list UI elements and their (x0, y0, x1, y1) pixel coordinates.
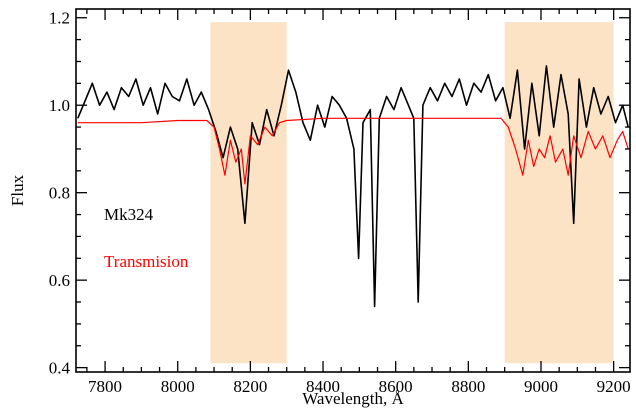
y-tick-label: 1.0 (49, 96, 70, 115)
shaded-regions (210, 22, 614, 364)
series-line-transmision (77, 117, 629, 185)
shaded-region-0 (210, 22, 287, 364)
legend-label-transmision: Transmision (104, 252, 189, 271)
x-tick-label: 9200 (597, 377, 631, 396)
x-tick-label: 8600 (379, 377, 413, 396)
tick-labels: 7800 8000 8200 8400 8600 8800 9000 9200 0.4 0.6 0.… (49, 9, 631, 396)
series-lines (77, 65, 629, 308)
plot-frame (75, 8, 631, 373)
x-tick-label: 7800 (88, 377, 122, 396)
x-tick-label: 8400 (306, 377, 340, 396)
x-tick-label: 8000 (161, 377, 195, 396)
series-line-mk324 (77, 65, 629, 308)
y-axis-title: Flux (8, 174, 27, 206)
y-tick-label: 0.6 (49, 271, 70, 290)
y-tick-label: 0.4 (49, 359, 71, 378)
x-axis-title: Wavelength, Å (302, 389, 404, 408)
axis-ticks (76, 9, 630, 372)
y-tick-label: 0.8 (49, 184, 70, 203)
x-tick-label: 8200 (233, 377, 267, 396)
x-tick-label: 9000 (524, 377, 558, 396)
y-tick-label: 1.2 (49, 9, 70, 28)
shaded-region-1 (504, 22, 614, 364)
x-tick-label: 8800 (451, 377, 485, 396)
legend-label-mk324: Mk324 (104, 205, 154, 224)
